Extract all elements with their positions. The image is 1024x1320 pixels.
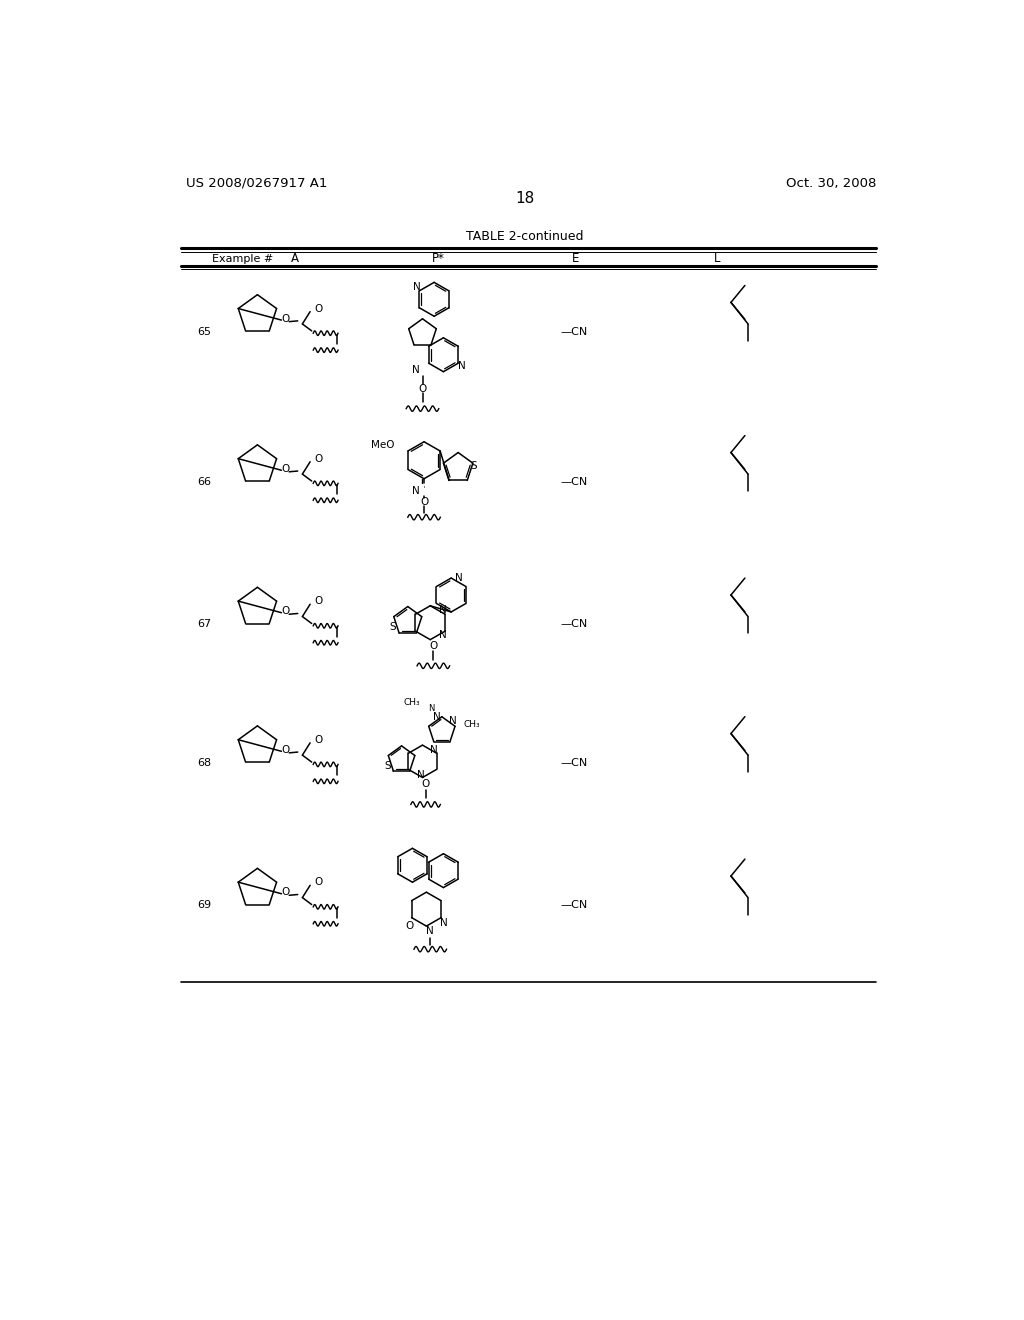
- Text: N: N: [458, 360, 466, 371]
- Text: Example #: Example #: [212, 253, 273, 264]
- Text: S: S: [389, 622, 395, 632]
- Text: O: O: [314, 735, 323, 744]
- Text: A: A: [291, 252, 299, 265]
- Text: MeO: MeO: [371, 440, 394, 450]
- Text: N: N: [430, 744, 438, 755]
- Text: O: O: [314, 597, 323, 606]
- Text: O: O: [314, 878, 323, 887]
- Text: S: S: [470, 462, 477, 471]
- Text: N: N: [455, 573, 463, 583]
- Text: P*: P*: [431, 252, 444, 265]
- Text: 66: 66: [198, 477, 212, 487]
- Text: E: E: [572, 252, 580, 265]
- Text: O: O: [420, 496, 428, 507]
- Text: —CN: —CN: [560, 900, 587, 911]
- Text: N: N: [438, 606, 446, 615]
- Text: O: O: [282, 887, 290, 898]
- Text: N: N: [414, 282, 421, 292]
- Text: CH₃: CH₃: [464, 719, 480, 729]
- Text: N: N: [413, 486, 420, 496]
- Text: N: N: [449, 717, 457, 726]
- Text: N: N: [438, 630, 446, 640]
- Text: 68: 68: [198, 758, 212, 768]
- Text: —CN: —CN: [560, 619, 587, 630]
- Text: O: O: [406, 921, 414, 931]
- Text: CH₃: CH₃: [403, 698, 420, 708]
- Text: N: N: [426, 925, 434, 936]
- Text: 69: 69: [198, 900, 212, 911]
- Text: 18: 18: [515, 191, 535, 206]
- Text: O: O: [419, 384, 427, 393]
- Text: O: O: [429, 640, 437, 651]
- Text: US 2008/0267917 A1: US 2008/0267917 A1: [186, 177, 328, 190]
- Text: N: N: [413, 366, 420, 375]
- Text: N: N: [428, 705, 434, 713]
- Text: Oct. 30, 2008: Oct. 30, 2008: [785, 177, 876, 190]
- Text: O: O: [282, 463, 290, 474]
- Text: N: N: [433, 711, 441, 722]
- Text: O: O: [422, 779, 430, 789]
- Text: 67: 67: [198, 619, 212, 630]
- Text: TABLE 2-continued: TABLE 2-continued: [466, 231, 584, 243]
- Text: —CN: —CN: [560, 758, 587, 768]
- Text: N: N: [417, 770, 425, 780]
- Text: N: N: [439, 917, 447, 928]
- Text: O: O: [282, 314, 290, 323]
- Text: L: L: [714, 252, 720, 265]
- Text: O: O: [282, 606, 290, 616]
- Text: —CN: —CN: [560, 477, 587, 487]
- Text: 65: 65: [198, 326, 212, 337]
- Text: S: S: [384, 760, 391, 771]
- Text: O: O: [314, 304, 323, 314]
- Text: O: O: [314, 454, 323, 463]
- Text: O: O: [282, 744, 290, 755]
- Text: —CN: —CN: [560, 326, 587, 337]
